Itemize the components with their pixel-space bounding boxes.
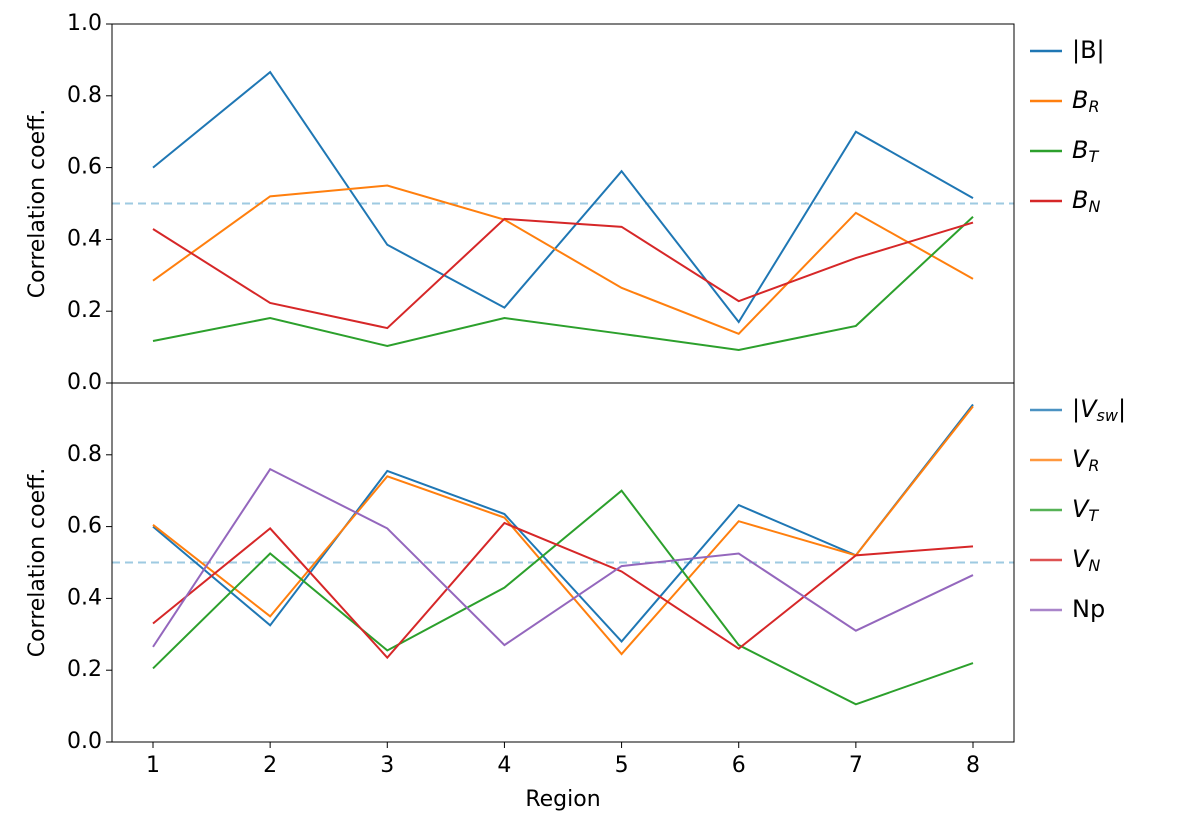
y-tick-label: 0.4 — [67, 226, 102, 251]
y-tick-label: 0.6 — [67, 514, 102, 539]
x-tick-label: 1 — [146, 753, 160, 778]
y-tick-label: 0.6 — [67, 155, 102, 180]
x-tick-label: 6 — [732, 753, 746, 778]
y-axis-label: Correlation coeff. — [25, 468, 50, 658]
x-tick-label: 4 — [497, 753, 511, 778]
legend-label: |Vsw​| — [1072, 395, 1126, 425]
legend-label: BN​ — [1072, 186, 1100, 216]
line — [152, 521, 974, 660]
legend-label: VR​ — [1072, 445, 1100, 475]
y-tick-label: 0.0 — [67, 729, 102, 754]
y-tick-label: 0.8 — [67, 83, 102, 108]
legend-label: BR​ — [1072, 86, 1100, 116]
y-axis-label: Correlation coeff. — [25, 109, 50, 299]
x-tick-label: 2 — [263, 753, 277, 778]
legend-label: VT​ — [1072, 495, 1099, 525]
y-tick-label: 0.8 — [67, 442, 102, 467]
legend-label: BT​ — [1072, 136, 1099, 166]
line — [152, 403, 974, 643]
legend-label: |B| — [1072, 36, 1105, 64]
line — [152, 489, 974, 706]
line — [152, 216, 974, 351]
legend-label: Np — [1072, 595, 1105, 623]
y-tick-label: 0.0 — [67, 370, 102, 395]
y-tick-label: 0.2 — [67, 298, 102, 323]
line — [152, 70, 974, 324]
y-tick-label: 0.2 — [67, 657, 102, 682]
y-tick-label: 0.4 — [67, 585, 102, 610]
x-tick-label: 7 — [849, 753, 863, 778]
x-tick-label: 8 — [966, 753, 980, 778]
y-tick-label: 1.0 — [67, 11, 102, 36]
line — [152, 405, 974, 656]
x-axis-label: Region — [525, 787, 600, 812]
x-tick-label: 5 — [615, 753, 629, 778]
line — [152, 184, 974, 335]
plot-frame — [111, 382, 1015, 743]
x-tick-label: 3 — [380, 753, 394, 778]
line — [152, 217, 974, 330]
legend-label: VN​ — [1072, 545, 1100, 575]
line — [152, 467, 974, 648]
